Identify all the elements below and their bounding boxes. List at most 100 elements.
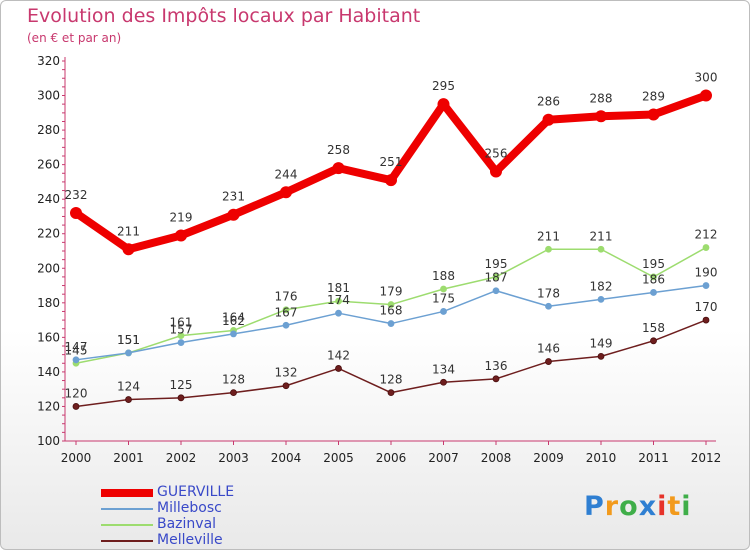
data-label: 158 [642,321,665,335]
data-label: 125 [170,378,193,392]
data-point [282,382,290,390]
data-point [177,332,185,340]
data-point [385,174,397,187]
data-label: 195 [485,257,508,271]
y-tick-label: 160 [37,330,60,344]
y-tick-label: 260 [37,158,60,172]
data-point [647,108,660,121]
data-label: 146 [537,342,560,356]
data-point [387,320,395,327]
data-point [700,89,712,102]
data-label: 190 [695,266,718,280]
data-label: 244 [275,167,298,181]
logo-letter: o [619,491,639,522]
data-point [702,244,710,251]
data-point [332,162,345,175]
data-point [335,309,342,317]
data-label: 178 [537,286,560,300]
data-label: 232 [65,188,88,202]
logo-letter: r [604,491,620,522]
data-label: 157 [170,323,193,337]
x-tick-label: 2011 [638,451,669,465]
legend-swatch [101,508,153,510]
legend-item: Millebosc [101,500,301,517]
legend: GUERVILLE Millebosc Bazinval Melleville [101,484,301,549]
data-point [545,358,552,365]
data-point [282,306,290,314]
x-tick-label: 2003 [218,451,249,465]
data-label: 300 [695,71,718,85]
data-label: 151 [117,333,140,347]
data-label: 219 [170,210,193,224]
data-point [492,375,500,383]
legend-label: Melleville [157,532,223,548]
data-label: 289 [642,90,665,104]
data-label: 211 [537,229,560,243]
data-label: 145 [65,343,88,357]
legend-item: Bazinval [101,516,301,533]
x-tick-label: 2010 [586,451,617,465]
series-line [72,91,710,254]
legend-swatch [101,524,153,526]
data-point [227,208,240,221]
data-label: 186 [642,272,665,286]
data-point [650,289,657,296]
y-tick-label: 280 [37,123,60,137]
data-label: 195 [642,257,665,271]
data-label: 136 [485,359,508,373]
data-point [597,295,605,303]
data-point [437,98,450,111]
data-label: 256 [485,147,508,161]
x-tick-label: 2004 [271,451,302,465]
data-point [492,273,500,281]
data-label: 188 [432,269,455,283]
y-tick-label: 200 [37,261,60,275]
x-tick-label: 2007 [428,451,459,465]
data-label: 258 [327,143,350,157]
logo-letter: i [681,491,692,522]
legend-label: Millebosc [157,500,222,516]
x-tick-label: 2005 [323,451,354,465]
data-label: 212 [695,228,718,242]
data-label: 179 [380,285,403,299]
y-tick-label: 220 [37,227,60,241]
legend-swatch [101,489,153,497]
data-label: 162 [222,314,245,328]
data-label: 164 [222,310,245,324]
data-point [542,113,555,126]
logo-letter: x [638,491,658,522]
data-label: 124 [117,380,140,394]
data-point [387,301,395,308]
x-tick-label: 2008 [481,451,512,465]
data-point [70,207,82,219]
data-point [282,321,290,329]
x-tick-label: 2006 [376,451,407,465]
logo-letter: i [657,491,668,522]
data-point [122,243,135,256]
x-tick-label: 2002 [166,451,197,465]
data-point [387,389,395,397]
data-label: 211 [117,224,140,238]
data-label: 149 [590,336,613,350]
data-point [280,186,292,199]
x-tick-label: 2012 [691,451,722,465]
data-point [597,245,605,253]
data-point [545,302,552,310]
data-label: 128 [222,373,245,387]
y-tick-label: 100 [37,434,60,448]
data-point [650,273,657,281]
data-label: 187 [485,271,508,285]
data-point [177,339,185,346]
x-tick-label: 2001 [113,451,144,465]
legend-item: Melleville [101,532,301,549]
data-point [490,165,502,178]
data-label: 168 [380,304,403,318]
data-point [595,110,607,123]
data-point [125,349,132,357]
data-point [597,352,605,360]
data-label: 286 [537,95,560,109]
legend-label: Bazinval [157,516,217,532]
legend-label: GUERVILLE [157,484,235,500]
